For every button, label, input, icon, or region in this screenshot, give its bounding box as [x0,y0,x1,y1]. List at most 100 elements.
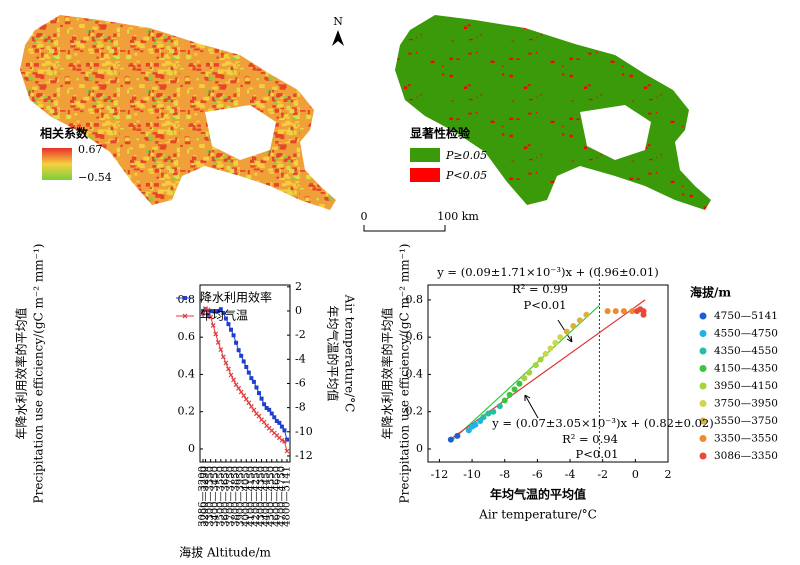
legend-label: 降水利用效率 [200,290,272,305]
data-point [262,402,267,407]
data-point [246,370,251,375]
series-line [202,307,288,452]
data-point [259,396,264,401]
data-point [629,308,636,315]
data-point [274,419,279,424]
x-tick-label: 3900—3950 [236,466,247,527]
y-axis-title: Precipitation use efficiency/(gC m⁻² mm⁻… [32,244,46,504]
legend-label: 4550—4750 [714,328,778,340]
x-tick-label: 4300—4350 [256,466,267,527]
data-point [203,306,208,311]
legend-label: 3086—3350 [714,450,778,462]
legend-label: P<0.05 [445,169,487,182]
x-tick-label: -6 [532,468,543,481]
y-tick-label: 0.4 [406,367,424,380]
legend-marker [699,400,707,407]
data-point [526,369,533,376]
y-tick-label: 0 [416,442,423,455]
data-point [532,362,539,369]
legend-label: 3750—3950 [714,398,778,410]
data-point [447,436,454,443]
data-point [213,331,219,337]
plot-frame [199,284,291,463]
x-axis-title: 年均气温的平均值 [490,487,586,502]
data-point [570,322,577,329]
annotation-arrow [524,394,539,419]
data-point [576,317,583,324]
data-point [472,421,479,428]
x-tick-label: 3086—3200 [198,466,209,527]
data-point [216,309,221,314]
plot-frame [427,284,669,463]
legend-label: 3350—3550 [714,433,778,445]
data-point [231,377,236,383]
legend-marker [183,296,187,300]
colorbar [42,148,72,180]
data-point [620,308,627,315]
data-point [256,413,262,419]
data-point [521,375,528,382]
data-point [254,385,259,390]
x-tick-label: 4400—4450 [261,466,272,527]
data-point [228,372,234,378]
data-point [221,310,226,315]
series-line [202,308,288,440]
x-axis-title: Air temperature/°C [478,508,597,522]
x-tick-label: 3600—3650 [220,466,231,527]
data-point [249,376,254,381]
x-tick-label: 4700—4750 [276,466,287,527]
colorbar-label: 0.67 [78,143,103,156]
scale-bar [363,225,446,232]
data-point [226,366,231,372]
x-tick-label: 3700—3750 [226,466,237,527]
legend-label: P≥0.05 [445,149,487,162]
y2-tick-label: -12 [295,449,313,462]
data-point [279,437,285,443]
y-tick-label: 0.8 [406,293,424,306]
data-point [272,415,277,420]
y-axis-title: 年降水利用效率的平均值 [14,307,29,439]
x-tick-label: 4500—4550 [266,466,277,527]
data-point [218,307,223,312]
legend-label: 4150—4350 [714,363,778,375]
y-tick-label: 0.2 [178,405,196,418]
legend-marker [699,347,707,355]
legend-marker [699,382,707,390]
y-tick-label: 0.6 [406,330,424,343]
x-tick-label: 0 [632,468,639,481]
legend-marker [699,330,707,337]
x-tick-label: -12 [431,468,449,481]
data-point [277,420,282,425]
data-point [210,323,216,328]
data-point [206,312,211,317]
data-point [239,353,244,358]
data-point [511,386,518,393]
data-point [537,356,544,363]
data-point [241,359,246,364]
data-point [557,334,564,341]
data-point [243,396,249,402]
data-point [231,333,236,338]
annotation: R² = 0.94 [562,432,618,446]
x-tick-label: 3200—3250 [200,466,211,527]
data-point [506,391,513,398]
data-point [244,364,249,369]
annotation: P<0.01 [576,447,619,461]
data-point [200,310,206,316]
legend-marker [699,435,707,442]
legend-label: 4750—5141 [714,310,778,322]
north-label: N [333,15,343,28]
data-point [583,311,590,318]
x-tick-label: -10 [463,468,481,481]
x-tick-label: 3400—3450 [210,466,221,527]
legend-title: 相关系数 [40,126,89,141]
data-point [205,307,211,313]
x-tick-label: 4200—4250 [251,466,262,527]
scale-label: 100 km [437,210,479,223]
data-point [220,354,226,360]
data-point [480,414,487,421]
north-arrow [332,30,344,46]
y-axis-title: Precipitation use efficiency/(gC m⁻² mm⁻… [398,244,412,504]
legend-marker [699,417,707,425]
